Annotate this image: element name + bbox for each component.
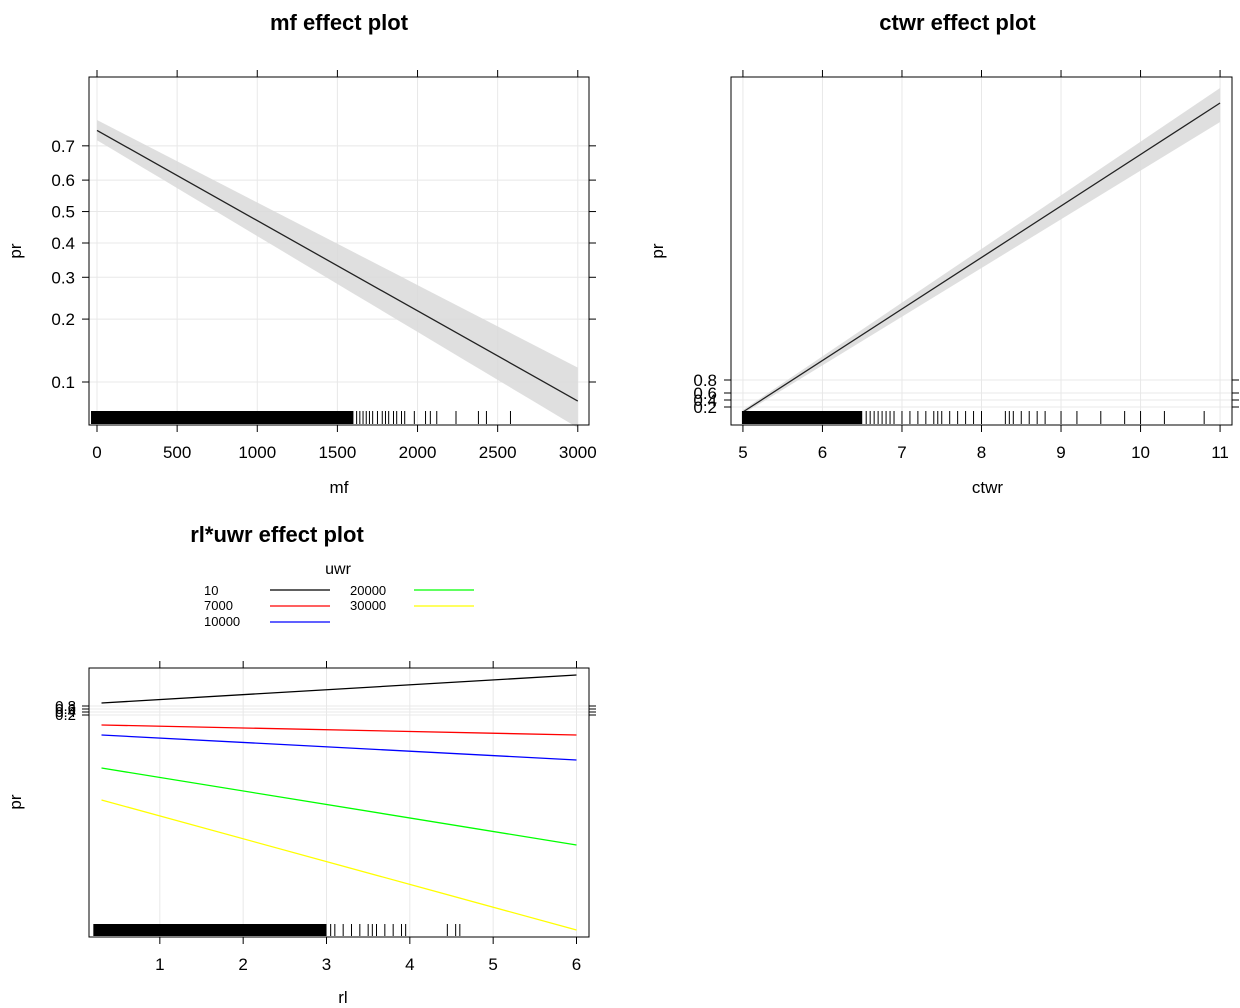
x-tick-label: 11 bbox=[1211, 443, 1229, 462]
series-line-10 bbox=[101, 674, 577, 704]
x-tick-label: 1000 bbox=[238, 443, 276, 462]
y-axis-label: pr bbox=[6, 794, 25, 809]
x-tick-label: 3000 bbox=[559, 443, 597, 462]
x-tick-label: 8 bbox=[977, 443, 986, 462]
x-tick-label: 500 bbox=[163, 443, 191, 462]
x-tick-label: 6 bbox=[572, 955, 581, 974]
panel-ctwr: ctwr effect plot 5 6 7 8 9 10 11 0.20.40.60.8 ctw… bbox=[648, 10, 1239, 497]
y-tick-label: 0.8 bbox=[693, 371, 717, 390]
x-tick-label: 6 bbox=[818, 443, 827, 462]
x-tick-label: 3 bbox=[322, 955, 331, 974]
y-tick-label: 0.5 bbox=[51, 203, 75, 222]
x-axis-label: ctwr bbox=[972, 478, 1004, 497]
x-tick-label: 0 bbox=[92, 443, 101, 462]
y-tick-label: 0.7 bbox=[51, 137, 75, 156]
y-tick-label: 0.4 bbox=[51, 234, 75, 253]
x-tick-label: 10 bbox=[1131, 443, 1150, 462]
legend-label: 10000 bbox=[204, 614, 240, 629]
x-tick-label: 1 bbox=[155, 955, 164, 974]
series-line-20000 bbox=[101, 767, 577, 846]
x-tick-label: 7 bbox=[897, 443, 906, 462]
x-tick-label: 2500 bbox=[479, 443, 517, 462]
chart-title: ctwr effect plot bbox=[879, 10, 1036, 35]
series-line-10000 bbox=[101, 734, 577, 761]
legend-label: 30000 bbox=[350, 598, 386, 613]
y-tick-label: 0.3 bbox=[51, 268, 75, 287]
y-tick-label: 0.6 bbox=[55, 701, 76, 718]
rug-dense bbox=[91, 411, 354, 424]
series-line-30000 bbox=[101, 799, 577, 931]
x-tick-label: 2 bbox=[238, 955, 247, 974]
x-tick-label: 2000 bbox=[399, 443, 437, 462]
chart-title: mf effect plot bbox=[270, 10, 409, 35]
confidence-band bbox=[742, 88, 1221, 414]
chart-title: rl*uwr effect plot bbox=[190, 522, 364, 547]
plot-frame bbox=[88, 667, 590, 938]
rug-dense bbox=[742, 411, 863, 424]
effect-line bbox=[742, 102, 1221, 413]
series-line-7000 bbox=[101, 724, 577, 736]
y-tick-label: 0.2 bbox=[55, 707, 76, 724]
y-axis-label: pr bbox=[6, 243, 25, 258]
y-tick-label: 0.6 bbox=[51, 171, 75, 190]
confidence-band bbox=[97, 119, 578, 428]
panel-mf: mf effect plot 0 500 1000 1500 2000 2500 3000 0.… bbox=[6, 10, 597, 497]
x-tick-label: 5 bbox=[488, 955, 497, 974]
x-tick-label: 9 bbox=[1056, 443, 1065, 462]
x-tick-label: 5 bbox=[738, 443, 747, 462]
y-tick-label: 0.6 bbox=[693, 384, 717, 403]
effect-line bbox=[96, 129, 579, 402]
y-tick-label: 0.2 bbox=[693, 398, 717, 417]
x-axis-label: mf bbox=[330, 478, 349, 497]
legend-label: 7000 bbox=[204, 598, 233, 613]
x-tick-label: 4 bbox=[405, 955, 414, 974]
y-tick-label: 0.8 bbox=[55, 698, 76, 715]
y-tick-label: 0.1 bbox=[51, 373, 75, 392]
rug-dense bbox=[93, 924, 327, 936]
legend-label: 20000 bbox=[350, 583, 386, 598]
y-tick-label: 0.2 bbox=[51, 310, 75, 329]
legend-title: uwr bbox=[325, 561, 351, 578]
y-tick-label: 0.4 bbox=[693, 391, 717, 410]
plot-frame bbox=[88, 76, 590, 426]
y-axis-label: pr bbox=[648, 243, 667, 258]
legend-label: 10 bbox=[204, 583, 218, 598]
x-tick-label: 1500 bbox=[318, 443, 356, 462]
x-axis-label: rl bbox=[338, 988, 347, 1007]
y-tick-label: 0.4 bbox=[55, 704, 76, 721]
